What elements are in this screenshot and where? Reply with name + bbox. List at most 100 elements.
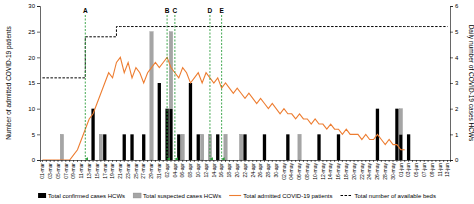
- bar: [220, 160, 223, 161]
- bar: [282, 160, 285, 161]
- tick-mark: [77, 160, 78, 162]
- tick: [132, 160, 133, 162]
- tick-mark: [389, 160, 390, 162]
- tick-mark: [268, 160, 269, 162]
- axis-line: [451, 7, 454, 161]
- annotation-label: E: [219, 7, 224, 14]
- tick: 26-may: [374, 160, 380, 180]
- tick: 30-apr: [273, 160, 279, 177]
- tick-mark: [167, 160, 168, 162]
- tick: [256, 160, 257, 162]
- bar: [356, 160, 359, 161]
- bar: [251, 160, 254, 161]
- tick-label: 05-jun: [413, 163, 419, 177]
- tick-mark: [315, 160, 316, 162]
- tick-mark: [373, 160, 374, 162]
- bar: [282, 160, 285, 161]
- tick: 24-apr: [250, 160, 256, 177]
- tick: 23-mar: [125, 160, 131, 179]
- tick-label: 01-mar: [39, 163, 45, 179]
- tick-label: 04-apr: [172, 163, 178, 178]
- tick: [420, 160, 421, 162]
- bar: [352, 160, 355, 161]
- tick-label: 14-may: [327, 163, 333, 180]
- tick: [61, 160, 62, 162]
- tick: 06-may: [296, 160, 302, 180]
- bar: [200, 134, 203, 160]
- tick-mark: [428, 160, 429, 162]
- tick: 22-apr: [242, 160, 248, 177]
- tick-mark: [435, 160, 436, 162]
- bar: [337, 134, 340, 160]
- tick-label: 25-mar: [133, 163, 139, 179]
- bar: [423, 160, 426, 161]
- tick-mark: [221, 160, 222, 162]
- legend-label: Total admitted COVID-19 patients: [243, 193, 332, 199]
- tick: 02-apr: [164, 160, 170, 177]
- tick-mark: [73, 160, 74, 162]
- tick-mark: [276, 160, 277, 162]
- bar: [72, 160, 75, 161]
- tick-label: 30: [28, 3, 35, 9]
- tick: 4: [450, 55, 459, 61]
- tick-label: 4: [455, 55, 459, 61]
- tick-mark: [295, 160, 296, 162]
- tick-mark: [143, 160, 144, 162]
- bar: [115, 160, 118, 161]
- tick-mark: [233, 160, 234, 162]
- tick-mark: [245, 160, 246, 162]
- bar: [329, 160, 332, 161]
- tick: [435, 160, 436, 162]
- tick: 15: [28, 80, 40, 86]
- bar: [103, 134, 106, 135]
- tick-label: 15: [28, 80, 35, 86]
- tick-mark: [213, 160, 214, 162]
- bar: [329, 160, 332, 161]
- bar: [154, 160, 157, 161]
- bar: [177, 134, 180, 135]
- bar: [317, 134, 320, 160]
- tick: [124, 160, 125, 162]
- tick-label: 1: [455, 132, 459, 138]
- tick: 04-apr: [172, 160, 178, 177]
- tick: 16-may: [335, 160, 341, 180]
- tick: [280, 160, 281, 162]
- tick-mark: [330, 160, 331, 162]
- bar: [150, 32, 153, 160]
- tick-mark: [420, 160, 421, 162]
- bar: [387, 160, 390, 161]
- bar: [384, 160, 387, 161]
- bar: [119, 160, 122, 161]
- bar: [158, 83, 161, 84]
- bar: [197, 134, 200, 135]
- tick: 30-may: [390, 160, 396, 180]
- tick-mark: [85, 160, 86, 162]
- tick: 21-mar: [117, 160, 123, 179]
- bar: [84, 160, 87, 161]
- bar: [352, 160, 355, 161]
- tick-label: 20-may: [351, 163, 357, 180]
- tick: [209, 160, 210, 162]
- tick: [170, 160, 171, 162]
- tick: 15-mar: [94, 160, 100, 179]
- bar: [88, 160, 91, 161]
- tick: 07-mar: [63, 160, 69, 179]
- tick: 17-mar: [102, 160, 108, 179]
- annotation-label: A: [83, 7, 88, 14]
- tick: [163, 160, 164, 162]
- bar: [294, 160, 297, 161]
- tick-mark: [326, 160, 327, 162]
- tick-mark: [147, 160, 148, 162]
- bar: [103, 134, 106, 160]
- tick: 18-apr: [226, 160, 232, 177]
- tick-mark: [186, 160, 187, 162]
- tick-mark: [116, 160, 117, 162]
- bar: [228, 160, 231, 161]
- tick: [373, 160, 374, 162]
- tick-mark: [37, 6, 40, 7]
- bar: [278, 160, 281, 161]
- bar-series: [60, 32, 402, 160]
- tick-mark: [280, 160, 281, 162]
- tick: 19-mar: [109, 160, 115, 179]
- bar: [438, 160, 441, 161]
